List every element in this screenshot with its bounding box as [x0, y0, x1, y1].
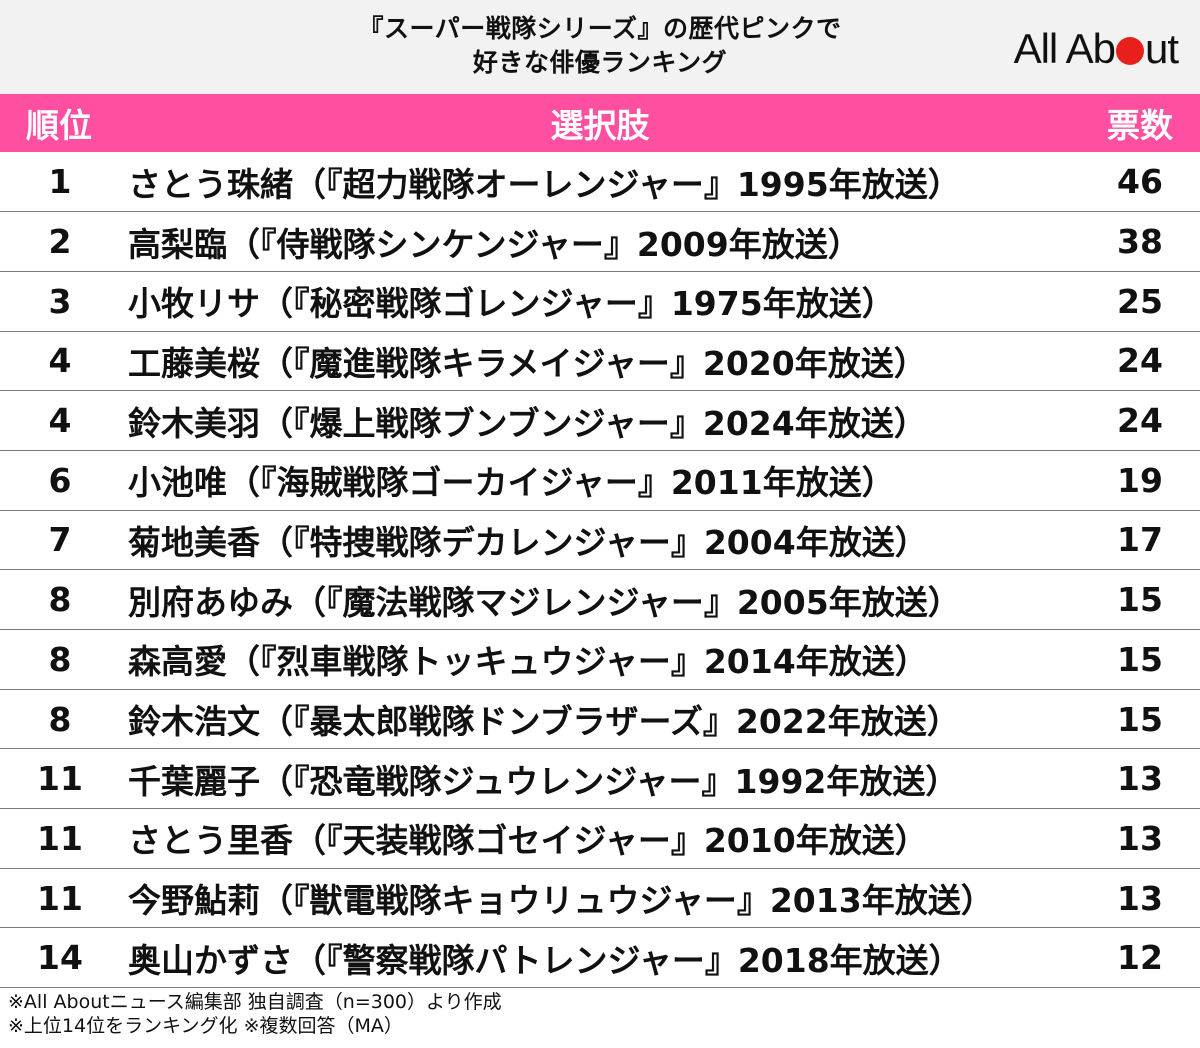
footnotes: ※All Aboutニュース編集部 独自調査（n=300）より作成 ※上位14位… [8, 990, 502, 1038]
table-row: 8 別府あゆみ（『魔法戦隊マジレンジャー』2005年放送） 15 [0, 570, 1200, 630]
table-row: 14 奥山かずさ（『警察戦隊パトレンジャー』2018年放送） 12 [0, 928, 1200, 988]
table-row: 2 高梨臨（『侍戦隊シンケンジャー』2009年放送） 38 [0, 212, 1200, 272]
choice-cell: 鈴木浩文（『暴太郎戦隊ドンブラザーズ』2022年放送） [128, 702, 960, 742]
votes-cell: 15 [1117, 699, 1163, 739]
rank-cell: 8 [48, 699, 72, 739]
page-title: 『スーパー戦隊シリーズ』の歴代ピンクで 好きな俳優ランキング [0, 12, 1200, 80]
footnote-source: ※All Aboutニュース編集部 独自調査（n=300）より作成 [8, 991, 502, 1013]
choice-cell: 鈴木美羽（『爆上戦隊ブンブンジャー』2024年放送） [128, 403, 927, 443]
votes-cell: 24 [1117, 341, 1163, 381]
logo-dot-icon [1115, 37, 1144, 65]
logo-text-left: All Ab [1013, 25, 1116, 72]
votes-cell: 46 [1117, 162, 1163, 202]
votes-cell: 38 [1117, 222, 1163, 262]
votes-cell: 12 [1117, 938, 1163, 978]
rank-cell: 11 [37, 759, 83, 799]
table-header-row: 順位 選択肢 票数 [0, 94, 1200, 152]
rank-cell: 2 [48, 222, 72, 262]
table-row: 8 鈴木浩文（『暴太郎戦隊ドンブラザーズ』2022年放送） 15 [0, 689, 1200, 749]
title-line-1: 『スーパー戦隊シリーズ』の歴代ピンクで [358, 14, 842, 43]
rank-cell: 6 [48, 460, 72, 500]
choice-cell: 小牧リサ（『秘密戦隊ゴレンジャー』1975年放送） [128, 284, 895, 324]
rank-cell: 11 [37, 878, 83, 918]
rank-cell: 4 [48, 401, 72, 441]
column-header-choice: 選択肢 [550, 106, 650, 145]
allabout-logo: All Ab ut [1013, 25, 1179, 72]
ranking-table: 順位 選択肢 票数 1 さとう珠緒（『超力戦隊オーレンジャー』1995年放送） … [0, 94, 1200, 988]
column-header-votes: 票数 [1107, 106, 1173, 145]
rank-cell: 3 [48, 281, 72, 321]
rank-cell: 4 [48, 341, 72, 381]
choice-cell: 高梨臨（『侍戦隊シンケンジャー』2009年放送） [128, 224, 861, 264]
votes-cell: 15 [1117, 639, 1163, 679]
table-row: 4 鈴木美羽（『爆上戦隊ブンブンジャー』2024年放送） 24 [0, 391, 1200, 451]
rank-cell: 1 [48, 162, 72, 202]
votes-cell: 13 [1117, 818, 1163, 858]
choice-cell: 今野鮎莉（『獣電戦隊キョウリュウジャー』2013年放送） [128, 881, 994, 921]
table-row: 8 森高愛（『烈車戦隊トッキュウジャー』2014年放送） 15 [0, 630, 1200, 690]
votes-cell: 19 [1117, 460, 1163, 500]
choice-cell: 奥山かずさ（『警察戦隊パトレンジャー』2018年放送） [128, 940, 962, 980]
choice-cell: 森高愛（『烈車戦隊トッキュウジャー』2014年放送） [128, 642, 928, 682]
table-row: 1 さとう珠緒（『超力戦隊オーレンジャー』1995年放送） 46 [0, 152, 1200, 212]
column-header-rank: 順位 [26, 106, 92, 145]
votes-cell: 13 [1117, 759, 1163, 799]
choice-cell: さとう里香（『天装戦隊ゴセイジャー』2010年放送） [128, 821, 928, 861]
footnote-method: ※上位14位をランキング化 ※複数回答（MA） [8, 1015, 403, 1037]
votes-cell: 17 [1117, 520, 1163, 560]
rank-cell: 14 [37, 938, 83, 978]
rank-cell: 8 [48, 639, 72, 679]
votes-cell: 25 [1117, 281, 1163, 321]
votes-cell: 24 [1117, 401, 1163, 441]
votes-cell: 15 [1117, 580, 1163, 620]
title-line-2: 好きな俳優ランキング [472, 48, 728, 77]
table-row: 11 さとう里香（『天装戦隊ゴセイジャー』2010年放送） 13 [0, 809, 1200, 869]
table-row: 11 千葉麗子（『恐竜戦隊ジュウレンジャー』1992年放送） 13 [0, 749, 1200, 809]
table-row: 7 菊地美香（『特捜戦隊デカレンジャー』2004年放送） 17 [0, 510, 1200, 570]
choice-cell: 千葉麗子（『恐竜戦隊ジュウレンジャー』1992年放送） [128, 761, 959, 801]
rank-cell: 8 [48, 580, 72, 620]
rank-cell: 11 [37, 818, 83, 858]
table-row: 3 小牧リサ（『秘密戦隊ゴレンジャー』1975年放送） 25 [0, 271, 1200, 332]
choice-cell: 小池唯（『海賊戦隊ゴーカイジャー』2011年放送） [128, 463, 895, 503]
table-row: 6 小池唯（『海賊戦隊ゴーカイジャー』2011年放送） 19 [0, 450, 1200, 511]
logo-text-right: ut [1144, 25, 1179, 72]
votes-cell: 13 [1117, 878, 1163, 918]
choice-cell: 別府あゆみ（『魔法戦隊マジレンジャー』2005年放送） [128, 582, 961, 622]
table-row: 4 工藤美桜（『魔進戦隊キラメイジャー』2020年放送） 24 [0, 331, 1200, 391]
choice-cell: 工藤美桜（『魔進戦隊キラメイジャー』2020年放送） [128, 343, 927, 383]
choice-cell: さとう珠緒（『超力戦隊オーレンジャー』1995年放送） [128, 164, 961, 204]
choice-cell: 菊地美香（『特捜戦隊デカレンジャー』2004年放送） [128, 522, 928, 562]
table-row: 11 今野鮎莉（『獣電戦隊キョウリュウジャー』2013年放送） 13 [0, 868, 1200, 928]
header: 『スーパー戦隊シリーズ』の歴代ピンクで 好きな俳優ランキング All Ab ut [0, 0, 1200, 94]
rank-cell: 7 [48, 520, 72, 560]
